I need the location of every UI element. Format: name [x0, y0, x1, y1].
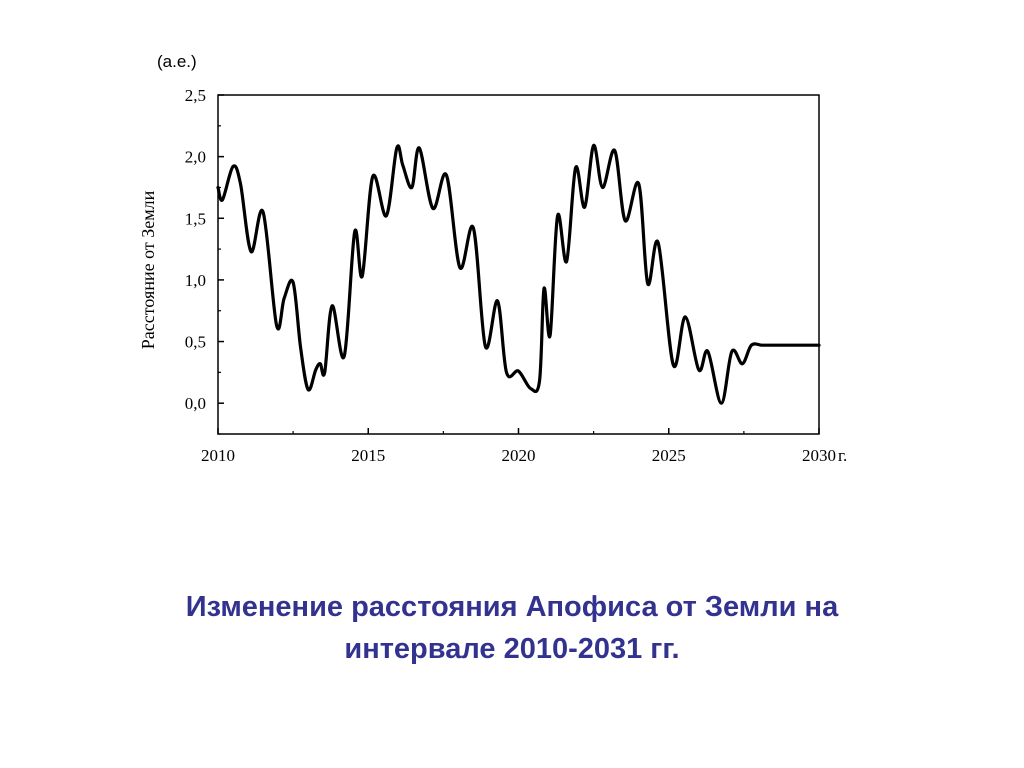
x-tick-label: 2010 [201, 446, 235, 465]
x-tick-label: 2015 [351, 446, 385, 465]
slide-caption: Изменение расстояния Апофиса от Земли на… [62, 586, 962, 670]
x-unit-label: г. [838, 446, 847, 465]
caption-line-1: Изменение расстояния Апофиса от Земли на [185, 591, 839, 623]
y-tick-label: 2,5 [185, 86, 206, 105]
y-tick-label: 0,0 [185, 394, 206, 413]
distance-chart: (а.е.) Расстояние от Земли 0,0 0,5 1,0 1,5 2… [138, 52, 847, 465]
y-tick-label: 0,5 [185, 333, 206, 352]
plot-frame [217, 94, 820, 435]
y-axis-label: Расстояние от Земли [138, 190, 158, 349]
x-tick-label: 2025 [652, 446, 686, 465]
distance-series-line [216, 143, 821, 405]
y-tick-label: 1,5 [185, 209, 206, 228]
y-tick-label: 2,0 [185, 148, 206, 167]
caption-line-2: интервале 2010-2031 гг. [344, 633, 680, 665]
x-tick-label: 2030 [802, 446, 836, 465]
y-unit-label: (а.е.) [157, 52, 197, 71]
y-axis-ticks: 0,0 0,5 1,0 1,5 2,0 2,5 [185, 86, 224, 435]
x-tick-label: 2020 [502, 446, 536, 465]
x-axis-ticks: 2010 2015 2020 2025 2030 [201, 428, 836, 465]
y-tick-label: 1,0 [185, 271, 206, 290]
